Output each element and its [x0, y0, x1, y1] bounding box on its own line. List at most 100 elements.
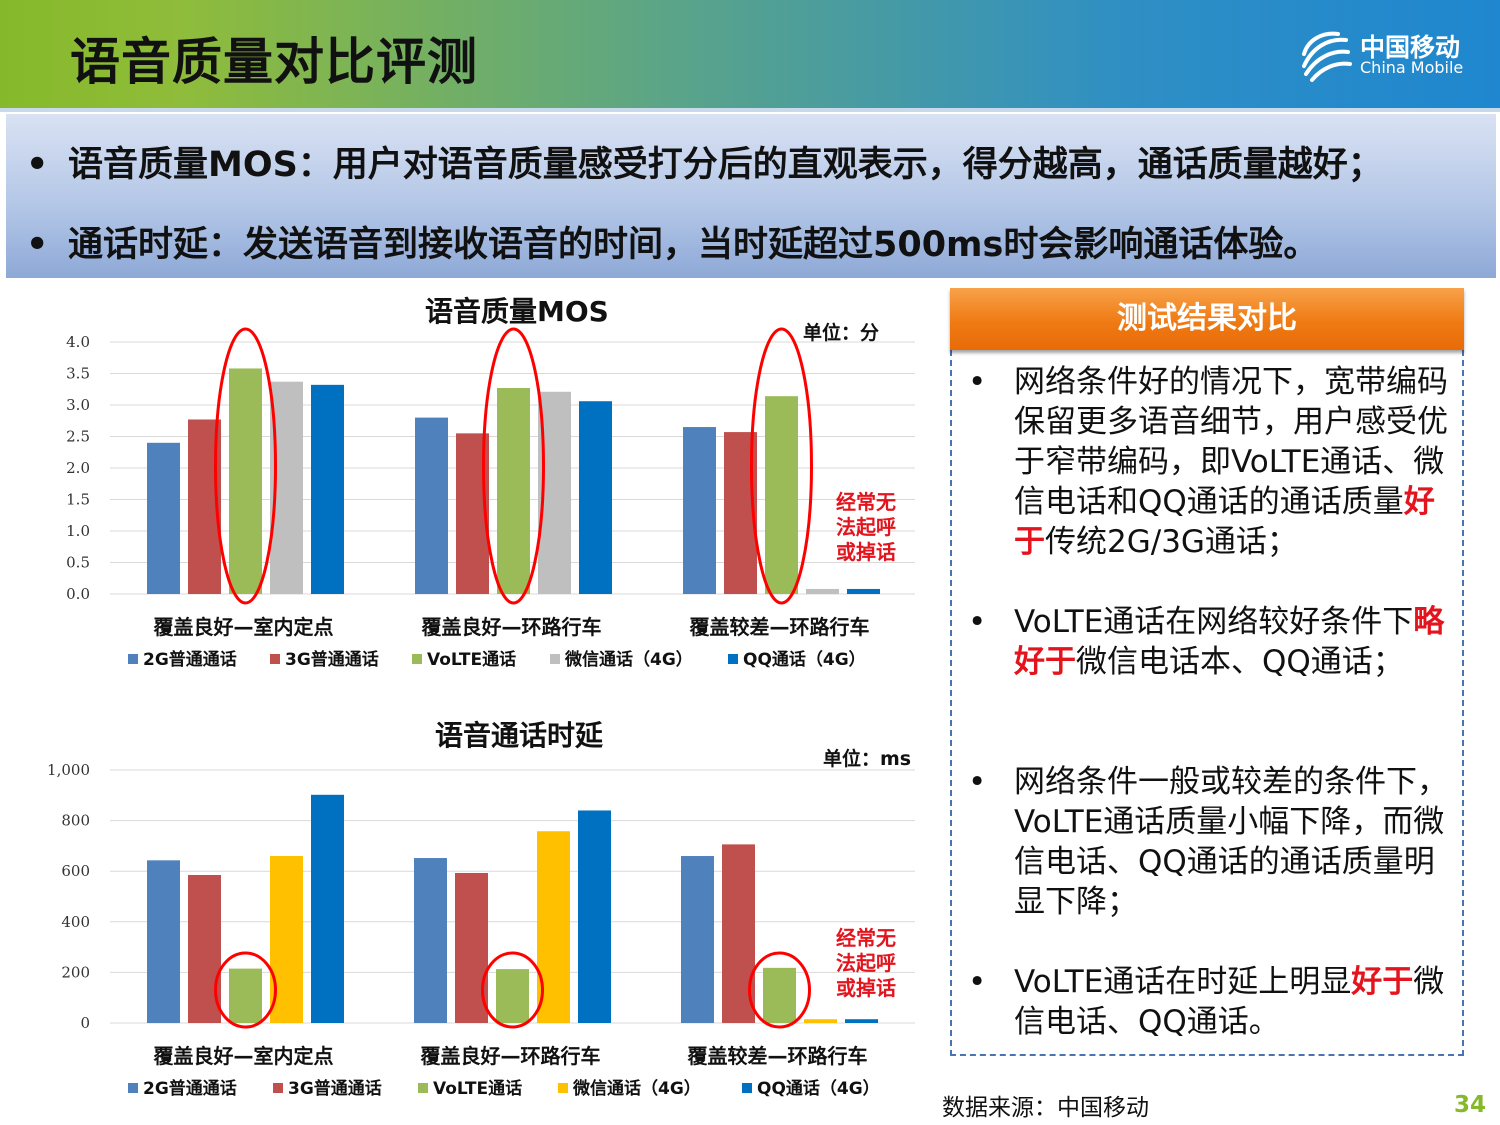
mos-chart-title: 语音质量MOS — [425, 295, 609, 328]
comparison-panel-header: 测试结果对比 — [950, 288, 1464, 350]
mos-chart-unit: 单位：分 — [803, 322, 880, 344]
legend-swatch — [412, 654, 422, 664]
bar — [229, 368, 262, 594]
page-title: 语音质量对比评测 — [70, 33, 478, 91]
y-tick-label: 1.5 — [66, 491, 90, 509]
highlight-ellipse — [481, 951, 544, 1029]
bar — [496, 969, 529, 1023]
y-tick-label: 3.0 — [66, 396, 90, 414]
finding-1-part-c: 传统2G/3G通话； — [1045, 524, 1298, 560]
finding-2: • VoLTE通话在网络较好条件下略好于微信电话本、QQ通话； — [968, 602, 1448, 722]
annotation-line: 或掉话 — [836, 540, 896, 564]
finding-4-text: VoLTE通话在时延上明显好于微信电话、QQ通话。 — [1014, 962, 1454, 1042]
finding-1-highlight: 好于 — [1014, 484, 1435, 560]
y-tick-label: 1.0 — [66, 522, 90, 540]
category-label: 覆盖较差—环路行车 — [687, 1044, 868, 1068]
bar — [847, 588, 880, 594]
finding-4-part-c: 微信电话、QQ通话。 — [1014, 964, 1445, 1040]
legend-swatch — [128, 1083, 138, 1093]
bar — [765, 396, 798, 594]
legend-swatch — [418, 1083, 428, 1093]
y-tick-label: 4.0 — [66, 333, 90, 351]
bullet-dot: • — [968, 964, 987, 1000]
legend-swatch — [742, 1083, 752, 1093]
legend-swatch — [728, 654, 738, 664]
legend-swatch — [128, 654, 138, 664]
page-number: 34 — [1454, 1092, 1487, 1118]
header-bar: 语音质量对比评测 中国移动 China Mobile — [0, 0, 1500, 112]
china-mobile-logo: 中国移动 China Mobile — [1298, 28, 1488, 84]
finding-2-part-a: VoLTE通话在网络较好条件下 — [1014, 604, 1414, 640]
mos-annotation: 经常无 法起呼 或掉话 — [836, 490, 896, 565]
finding-1-text: 网络条件好的情况下，宽带编码保留更多语音细节，用户感受优于窄带编码，即VoLTE… — [1014, 362, 1454, 562]
y-tick-label: 0 — [80, 1014, 90, 1032]
bar — [681, 856, 714, 1023]
bar — [147, 442, 180, 594]
legend-label: 3G普通通话 — [288, 1078, 382, 1099]
bar — [415, 417, 448, 594]
legend-label: 2G普通通话 — [143, 649, 237, 670]
y-tick-label: 0.5 — [66, 554, 90, 572]
legend-label: VoLTE通话 — [433, 1078, 522, 1099]
annotation-line: 经常无 — [836, 926, 896, 950]
bar — [806, 588, 839, 594]
banner-line-latency: • 通话时延：发送语音到接收语音的时间，当时延超过500ms时会影响通话体验。 — [26, 216, 1318, 267]
banner-text-mos: 语音质量MOS：用户对语音质量感受打分后的直观表示，得分越高，通话质量越好； — [68, 145, 1383, 185]
bar — [229, 968, 262, 1023]
latency-bar-chart: 0 200 400 600 800 1,000 覆盖良好—室内定点 覆盖良好—环路行车 覆盖较差… — [47, 761, 915, 1099]
finding-2-highlight: 略好于 — [1014, 604, 1445, 680]
highlight-ellipse — [214, 327, 277, 605]
category-label: 覆盖良好—环路行车 — [421, 615, 602, 639]
latency-chart-unit: 单位：ms — [823, 748, 912, 770]
y-tick-label: 200 — [61, 963, 90, 981]
bullet-dot: • — [968, 604, 987, 640]
china-mobile-logo-icon — [1302, 31, 1352, 82]
latency-chart-title: 语音通话时延 — [435, 719, 604, 752]
bullet-dot: • — [968, 364, 987, 400]
legend-label: 微信通话（4G） — [564, 649, 693, 670]
finding-4-part-a: VoLTE通话在时延上明显 — [1014, 964, 1352, 1000]
bullet-dot: • — [26, 145, 49, 185]
legend-label: 2G普通通话 — [143, 1078, 237, 1099]
legend-label: 3G普通通话 — [285, 649, 379, 670]
annotation-line: 法起呼 — [836, 515, 896, 539]
finding-1: • 网络条件好的情况下，宽带编码保留更多语音细节，用户感受优于窄带编码，即VoL… — [968, 362, 1448, 562]
category-label: 覆盖良好—室内定点 — [153, 1044, 334, 1068]
finding-2-part-c: 微信电话本、QQ通话； — [1076, 644, 1404, 680]
legend-label: VoLTE通话 — [427, 649, 516, 670]
bullet-dot: • — [26, 225, 49, 265]
y-tick-label: 400 — [61, 913, 90, 931]
mos-bar-chart: 0.0 0.5 1.0 1.5 2.0 2.5 3.0 3.5 4.0 覆盖良好—室内定点 覆盖良好… — [66, 327, 915, 670]
legend-swatch — [558, 1083, 568, 1093]
highlight-ellipse — [748, 951, 811, 1029]
logo-text-cn: 中国移动 — [1360, 33, 1461, 62]
bullet-dot: • — [968, 764, 987, 800]
data-source: 数据来源：中国移动 — [942, 1095, 1149, 1121]
legend-label: QQ通话（4G） — [743, 649, 866, 670]
legend-label: 微信通话（4G） — [572, 1078, 701, 1099]
highlight-ellipse — [750, 327, 813, 605]
category-label: 覆盖较差—环路行车 — [689, 615, 870, 639]
finding-4: • VoLTE通话在时延上明显好于微信电话、QQ通话。 — [968, 962, 1448, 1042]
definition-banner: • 语音质量MOS：用户对语音质量感受打分后的直观表示，得分越高，通话质量越好； … — [6, 114, 1496, 278]
latency-annotation: 经常无 法起呼 或掉话 — [836, 926, 896, 1001]
y-tick-label: 1,000 — [47, 761, 90, 779]
annotation-line: 法起呼 — [836, 951, 896, 975]
finding-1-part-a: 网络条件好的情况下，宽带编码保留更多语音细节，用户感受优于窄带编码，即VoLTE… — [1014, 364, 1448, 520]
bar — [579, 401, 612, 594]
bar — [683, 427, 716, 594]
highlight-ellipse — [214, 951, 277, 1029]
legend-swatch — [273, 1083, 283, 1093]
logo-text-en: China Mobile — [1360, 58, 1464, 77]
y-tick-label: 2.5 — [66, 428, 90, 446]
y-tick-label: 2.0 — [66, 459, 90, 477]
highlight-ellipse — [482, 327, 545, 605]
finding-3-text: 网络条件一般或较差的条件下，VoLTE通话质量小幅下降，而微信电话、QQ通话的通… — [1014, 764, 1448, 920]
bar — [578, 810, 611, 1023]
y-tick-label: 0.0 — [66, 585, 90, 603]
finding-3: • 网络条件一般或较差的条件下，VoLTE通话质量小幅下降，而微信电话、QQ通话… — [968, 762, 1448, 922]
bar — [311, 794, 344, 1023]
banner-line-mos: • 语音质量MOS：用户对语音质量感受打分后的直观表示，得分越高，通话质量越好； — [26, 136, 1383, 187]
y-tick-label: 600 — [61, 862, 90, 880]
bar — [147, 860, 180, 1023]
